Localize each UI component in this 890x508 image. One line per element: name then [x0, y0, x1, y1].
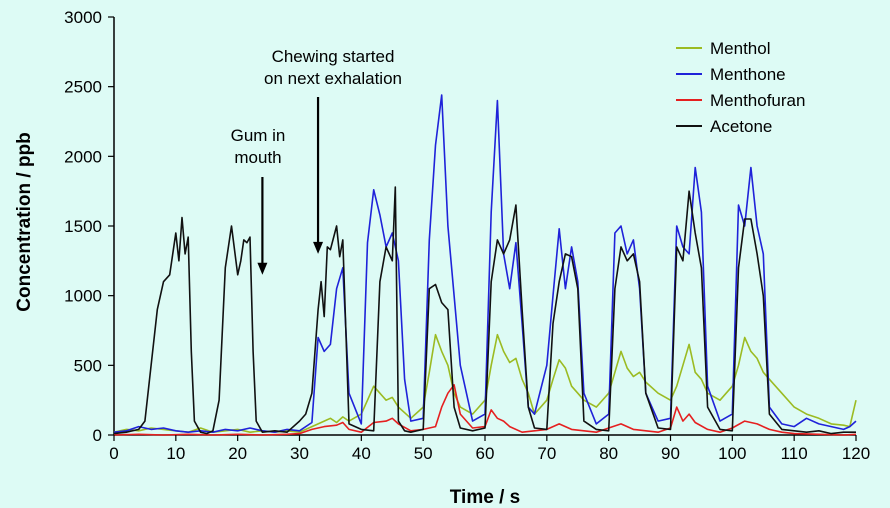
x-tick-label: 10 [166, 444, 185, 463]
y-tick-label: 1000 [64, 287, 102, 306]
annotation-text: on next exhalation [264, 69, 402, 88]
series-line-menthone [113, 94, 857, 434]
x-tick-label: 100 [718, 444, 746, 463]
series-line-menthofuran [113, 383, 857, 436]
x-tick-label: 20 [228, 444, 247, 463]
x-tick-label: 120 [842, 444, 870, 463]
x-tick-label: 110 [781, 444, 808, 463]
legend-label-menthol: Menthol [710, 39, 770, 58]
x-tick-label: 60 [476, 444, 495, 463]
series-layer [113, 94, 857, 436]
x-tick-label: 70 [537, 444, 556, 463]
x-tick-label: 90 [661, 444, 680, 463]
y-tick-label: 500 [74, 356, 102, 375]
legend-label-acetone: Acetone [710, 117, 772, 136]
y-tick-label: 0 [93, 426, 102, 445]
annotation-gum: Gum in mouth [231, 126, 286, 275]
series-line-menthol [113, 333, 857, 434]
x-ticks: 0 10 20 30 40 50 60 70 80 90 100 110 120 [109, 435, 870, 463]
y-axis-title: Concentration / ppb [14, 132, 35, 311]
legend: Menthol Menthone Menthofuran Acetone [676, 39, 805, 136]
y-ticks: 0 500 1000 1500 2000 2500 3000 [64, 8, 114, 445]
y-tick-label: 2000 [64, 147, 102, 166]
legend-label-menthone: Menthone [710, 65, 786, 84]
x-tick-label: 80 [599, 444, 618, 463]
annotation-arrow-head [257, 262, 268, 275]
annotation-arrow-head [313, 241, 324, 254]
annotation-chewing: Chewing started on next exhalation [264, 47, 402, 254]
y-tick-label: 3000 [64, 8, 102, 27]
annotation-layer: Gum in mouth Chewing started on next exhala… [231, 47, 402, 275]
annotation-text: Chewing started [272, 47, 395, 66]
x-tick-label: 0 [109, 444, 118, 463]
x-axis-title: Time / s [450, 487, 520, 508]
series-line-acetone [113, 186, 856, 435]
y-tick-label: 2500 [64, 78, 102, 97]
annotation-text: mouth [234, 148, 281, 167]
plot-area: 0 10 20 30 40 50 60 70 80 90 100 110 120 0 500 1000 150… [64, 8, 870, 463]
legend-label-menthofuran: Menthofuran [710, 91, 805, 110]
x-tick-label: 50 [414, 444, 433, 463]
x-tick-label: 40 [352, 444, 371, 463]
y-tick-label: 1500 [64, 217, 102, 236]
x-tick-label: 30 [290, 444, 309, 463]
annotation-text: Gum in [231, 126, 286, 145]
